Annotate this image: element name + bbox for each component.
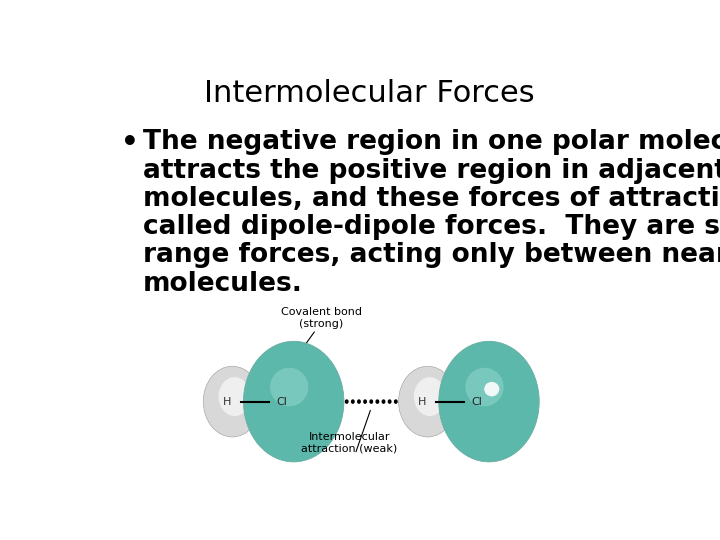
Text: attracts the positive region in adjacent: attracts the positive region in adjacent [143,158,720,184]
Text: Covalent bond
(strong): Covalent bond (strong) [281,307,362,329]
Ellipse shape [414,377,446,416]
Ellipse shape [243,341,344,462]
Text: Cl: Cl [472,396,482,407]
Text: Cl: Cl [276,396,287,407]
Text: The negative region in one polar molecule: The negative region in one polar molecul… [143,129,720,155]
Ellipse shape [485,382,499,396]
Ellipse shape [369,399,373,404]
Ellipse shape [351,399,355,404]
Text: Intermolecular
attraction (weak): Intermolecular attraction (weak) [302,432,397,454]
Ellipse shape [219,377,251,416]
Ellipse shape [363,399,367,404]
Text: H: H [418,396,426,407]
Text: called: called [143,214,240,240]
Text: Intermolecular Forces: Intermolecular Forces [204,79,534,109]
Ellipse shape [399,366,456,437]
Text: H: H [222,396,231,407]
Text: molecules, and these forces of attraction are: molecules, and these forces of attractio… [143,186,720,212]
Ellipse shape [203,366,261,437]
Ellipse shape [357,399,361,404]
Ellipse shape [382,399,385,404]
Ellipse shape [394,399,397,404]
Ellipse shape [375,399,379,404]
Ellipse shape [438,341,539,462]
Text: molecules.: molecules. [143,271,303,296]
Ellipse shape [270,368,308,406]
Text: •: • [121,129,138,157]
Ellipse shape [345,399,348,404]
Text: dipole-dipole forces: dipole-dipole forces [240,214,536,240]
Text: range forces, acting only between nearby: range forces, acting only between nearby [143,242,720,268]
Ellipse shape [465,368,503,406]
Ellipse shape [387,399,392,404]
Text: .  They are short-: . They are short- [536,214,720,240]
